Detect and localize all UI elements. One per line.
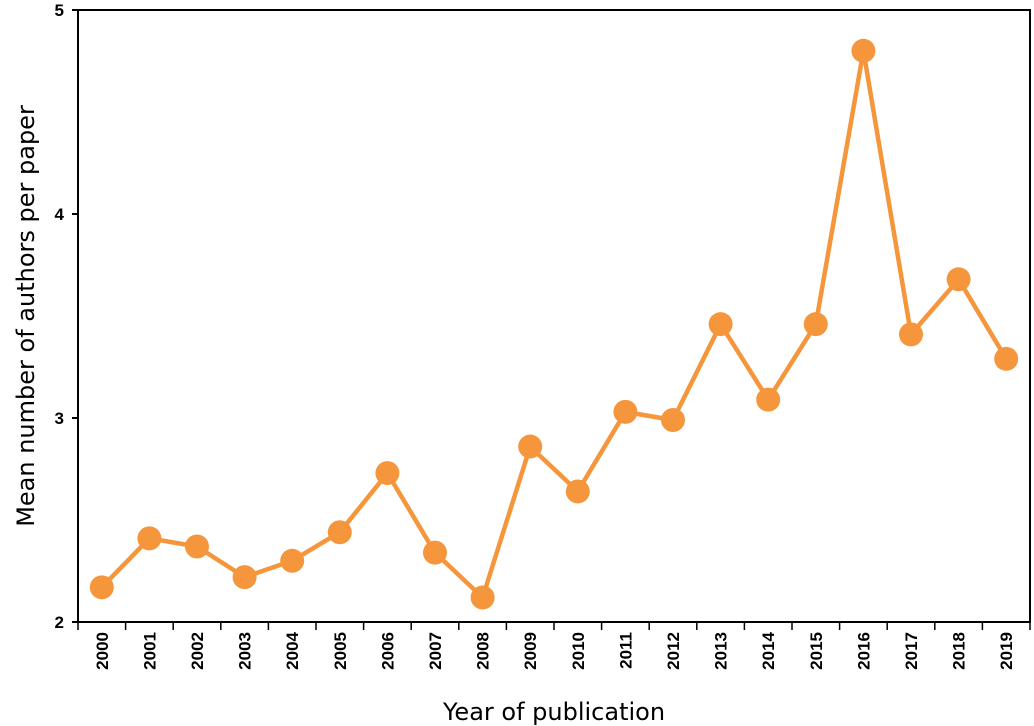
x-tick-label: 2009: [521, 632, 540, 670]
data-point-2003: [232, 565, 257, 590]
x-axis-title: Year of publication: [442, 698, 665, 726]
data-points: [89, 38, 1019, 610]
data-point-2001: [137, 526, 162, 551]
x-tick-label: 2003: [236, 632, 255, 670]
y-tick-label: 3: [55, 409, 64, 428]
data-point-2004: [280, 548, 305, 573]
x-axis-ticks: 2000 2001 2002 2003 2004 2005 2006 2007 2008 2009…: [77, 622, 1031, 670]
x-tick-label: 2011: [616, 632, 635, 669]
data-point-2007: [423, 540, 447, 565]
data-point-2002: [185, 534, 209, 559]
data-point-2008: [470, 585, 495, 610]
x-tick-label: 2014: [759, 631, 778, 669]
x-tick-label: 2002: [188, 632, 207, 670]
data-point-2018: [946, 267, 971, 292]
data-point-2014: [756, 387, 781, 412]
data-point-2010: [565, 479, 590, 504]
x-tick-label: 2016: [854, 632, 873, 670]
y-tick-label: 5: [55, 1, 64, 20]
x-tick-label: 2000: [93, 632, 112, 670]
data-point-2000: [89, 575, 114, 600]
x-tick-label: 2010: [569, 632, 588, 670]
y-axis-ticks: 2 3 4 5: [55, 1, 78, 632]
data-point-2012: [661, 408, 685, 433]
x-tick-label: 2012: [664, 632, 683, 670]
data-point-2006: [375, 461, 400, 486]
x-tick-label: 2008: [474, 632, 493, 670]
plot-area: [77, 9, 1031, 623]
x-tick-label: 2004: [283, 631, 302, 669]
data-point-2015: [803, 312, 828, 337]
data-point-2017: [899, 322, 923, 347]
data-point-2019: [994, 346, 1019, 371]
y-tick-label: 4: [55, 205, 65, 224]
x-tick-label: 2007: [426, 632, 445, 670]
x-tick-label: 2013: [712, 632, 731, 670]
data-point-2005: [327, 520, 352, 545]
x-tick-label: 2018: [950, 632, 969, 670]
y-axis-title: Mean number of authors per paper: [12, 105, 40, 527]
data-point-2009: [518, 434, 543, 459]
data-point-2016: [851, 38, 876, 63]
data-point-2011: [613, 399, 638, 424]
x-tick-label: 2005: [331, 632, 350, 670]
y-tick-label: 2: [55, 613, 64, 632]
x-tick-label: 2019: [997, 632, 1016, 670]
x-tick-label: 2017: [902, 632, 921, 670]
x-tick-label: 2015: [807, 632, 826, 670]
x-tick-label: 2001: [140, 632, 159, 670]
data-point-2013: [708, 312, 733, 337]
x-tick-label: 2006: [378, 632, 397, 670]
